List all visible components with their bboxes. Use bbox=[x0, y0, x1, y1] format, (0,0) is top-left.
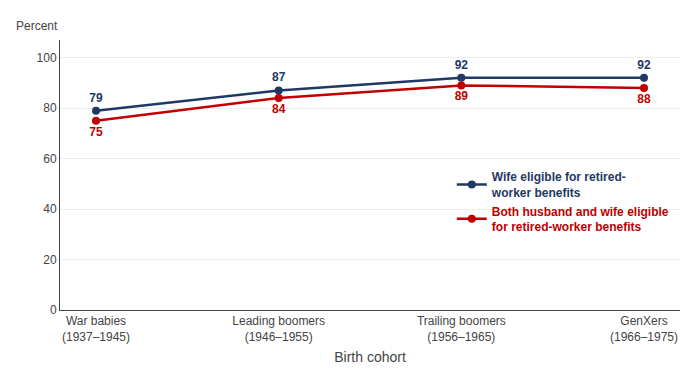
svg-text:92: 92 bbox=[455, 58, 469, 72]
svg-text:War babies(1937–1945): War babies(1937–1945) bbox=[62, 314, 130, 344]
svg-text:Wife eligible for retired-work: Wife eligible for retired-worker benefit… bbox=[491, 170, 626, 200]
svg-text:Trailing boomers(1956–1965): Trailing boomers(1956–1965) bbox=[417, 314, 506, 344]
svg-text:84: 84 bbox=[272, 102, 286, 116]
svg-text:GenXers(1966–1975): GenXers(1966–1975) bbox=[610, 314, 678, 344]
svg-text:79: 79 bbox=[89, 91, 103, 105]
svg-text:80: 80 bbox=[43, 101, 57, 115]
svg-text:89: 89 bbox=[455, 89, 469, 103]
svg-text:0: 0 bbox=[50, 303, 57, 317]
svg-text:Both husband and wife eligible: Both husband and wife eligiblefor retire… bbox=[492, 205, 669, 235]
svg-text:40: 40 bbox=[43, 202, 57, 216]
svg-text:92: 92 bbox=[637, 58, 651, 72]
svg-text:100: 100 bbox=[37, 51, 57, 65]
svg-text:Percent: Percent bbox=[16, 19, 58, 33]
svg-text:Leading boomers(1946–1955): Leading boomers(1946–1955) bbox=[232, 314, 325, 344]
svg-text:75: 75 bbox=[89, 125, 103, 139]
svg-text:88: 88 bbox=[637, 92, 651, 106]
svg-text:20: 20 bbox=[43, 253, 57, 267]
svg-text:60: 60 bbox=[43, 152, 57, 166]
svg-text:87: 87 bbox=[272, 70, 286, 84]
svg-text:Birth cohort: Birth cohort bbox=[334, 349, 406, 365]
